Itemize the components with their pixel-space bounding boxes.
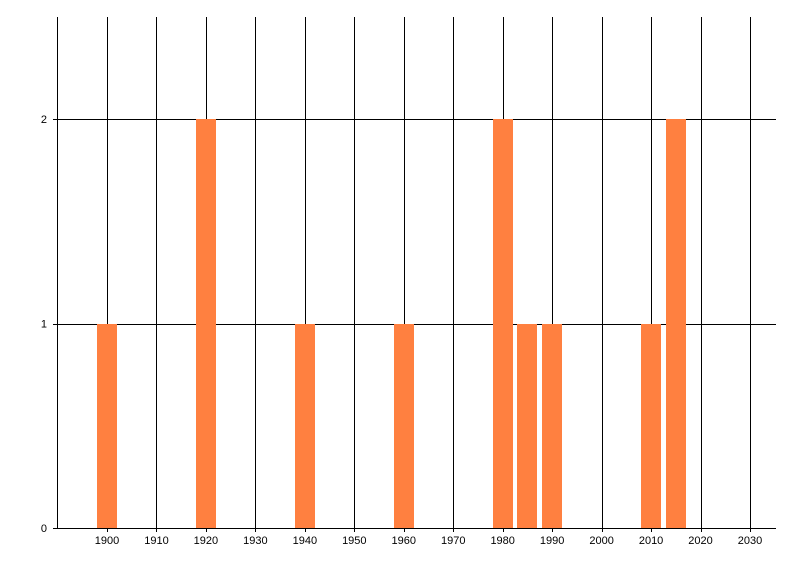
bar-1940 [295, 324, 315, 528]
x-tick-label: 2030 [738, 535, 762, 547]
y-tick-label: 1 [41, 319, 47, 331]
bar-2010 [641, 324, 661, 528]
x-tick-label: 2020 [688, 535, 712, 547]
bar-1900 [97, 324, 117, 528]
x-tick-label: 1920 [194, 535, 218, 547]
y-axis-ticks: 0 1 2 [41, 114, 47, 535]
x-tick-label: 1940 [293, 535, 317, 547]
grid [53, 17, 776, 532]
bar-1990 [542, 324, 562, 528]
x-tick-label: 1960 [392, 535, 416, 547]
bars [97, 119, 686, 528]
bar-1960 [394, 324, 414, 528]
x-tick-label: 1930 [243, 535, 267, 547]
bar-2015 [666, 119, 686, 528]
y-tick-label: 2 [41, 114, 47, 126]
x-tick-label: 1910 [144, 535, 168, 547]
x-tick-label: 1950 [342, 535, 366, 547]
bar-1980 [493, 119, 513, 528]
bar-1920 [196, 119, 216, 528]
y-tick-label: 0 [41, 523, 47, 535]
x-tick-label: 1900 [95, 535, 119, 547]
x-tick-label: 1980 [490, 535, 514, 547]
axes [57, 17, 776, 529]
x-tick-label: 1970 [441, 535, 465, 547]
x-tick-label: 2010 [639, 535, 663, 547]
bar-1985 [517, 324, 537, 528]
x-axis-ticks: 1900 1910 1920 1930 1940 1950 1960 1970 1980 1990… [95, 535, 762, 547]
x-tick-label: 1990 [540, 535, 564, 547]
x-tick-label: 2000 [589, 535, 613, 547]
